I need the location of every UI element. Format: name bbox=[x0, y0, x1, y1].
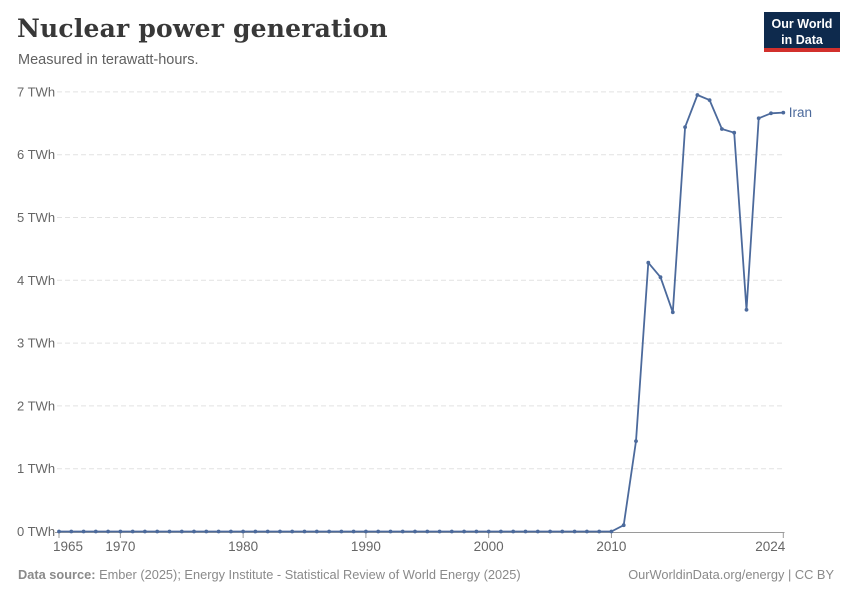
credit-link[interactable]: OurWorldinData.org/energy | CC BY bbox=[628, 567, 834, 582]
y-axis-labels: 0 TWh 1 TWh 2 TWh 3 TWh 4 TWh 5 TWh 6 TWh 7 TWh bbox=[17, 84, 55, 539]
data-point bbox=[81, 529, 86, 534]
data-point bbox=[720, 127, 724, 131]
data-point bbox=[265, 529, 270, 534]
data-point bbox=[155, 529, 160, 534]
data-point bbox=[634, 439, 638, 443]
y-tick-label: 1 TWh bbox=[17, 461, 55, 476]
data-point bbox=[425, 529, 430, 534]
data-point bbox=[437, 529, 442, 534]
data-point bbox=[511, 529, 516, 534]
data-point bbox=[449, 529, 454, 534]
x-tick-label: 1965 bbox=[53, 539, 83, 554]
data-point bbox=[499, 529, 503, 534]
x-tick-label: 2024 bbox=[755, 539, 786, 554]
data-point bbox=[548, 529, 552, 534]
y-tick-label: 0 TWh bbox=[17, 524, 55, 539]
data-source-value: Ember (2025); Energy Institute - Statist… bbox=[99, 567, 521, 582]
data-point bbox=[364, 529, 368, 534]
series-markers bbox=[57, 93, 786, 534]
y-tick-label: 2 TWh bbox=[17, 398, 55, 413]
gridlines bbox=[57, 91, 783, 470]
data-point bbox=[781, 110, 786, 115]
y-tick-label: 6 TWh bbox=[17, 147, 55, 162]
data-point bbox=[204, 529, 209, 534]
data-point bbox=[327, 529, 331, 534]
data-point bbox=[597, 529, 602, 534]
x-axis-labels: 1965 1970 1980 1990 2000 2010 2024 bbox=[53, 532, 786, 554]
data-point bbox=[253, 529, 258, 534]
data-point bbox=[413, 529, 417, 534]
data-point bbox=[57, 529, 61, 534]
data-point bbox=[278, 529, 282, 534]
data-point bbox=[302, 529, 307, 534]
data-point bbox=[658, 275, 663, 280]
chart-footer: Data source: Ember (2025); Energy Instit… bbox=[18, 567, 834, 582]
data-point bbox=[167, 529, 172, 534]
x-tick-label: 1980 bbox=[228, 539, 258, 554]
data-point bbox=[106, 529, 110, 534]
data-point bbox=[609, 529, 614, 534]
data-point bbox=[646, 260, 651, 265]
data-point bbox=[744, 307, 749, 312]
data-point bbox=[769, 111, 773, 116]
data-point bbox=[585, 529, 589, 534]
entity-label: Iran bbox=[789, 105, 812, 120]
data-point bbox=[535, 529, 540, 534]
data-point bbox=[241, 529, 246, 534]
y-tick-label: 3 TWh bbox=[17, 336, 55, 351]
x-tick-label: 1990 bbox=[351, 539, 381, 554]
data-point bbox=[229, 529, 233, 534]
data-point bbox=[462, 529, 466, 534]
data-point bbox=[695, 93, 700, 97]
data-point bbox=[143, 529, 147, 534]
owid-logo-line1: Our World bbox=[771, 17, 833, 31]
data-point bbox=[683, 125, 687, 129]
data-point bbox=[670, 310, 675, 315]
data-source-text: Data source: Ember (2025); Energy Instit… bbox=[18, 567, 521, 582]
y-tick-label: 4 TWh bbox=[17, 273, 55, 288]
data-point bbox=[732, 130, 737, 135]
data-point bbox=[179, 529, 184, 534]
x-tick-label: 2010 bbox=[596, 539, 626, 554]
data-point bbox=[376, 529, 381, 534]
owid-logo-line2: in Data bbox=[781, 32, 823, 47]
data-point bbox=[351, 529, 356, 534]
y-tick-label: 7 TWh bbox=[17, 84, 55, 99]
data-point bbox=[621, 523, 626, 528]
data-point bbox=[130, 529, 135, 534]
data-point bbox=[118, 529, 123, 534]
page-title: Nuclear power generation bbox=[17, 14, 388, 43]
data-point bbox=[216, 529, 221, 534]
chart-subtitle: Measured in terawatt-hours. bbox=[18, 52, 199, 68]
data-point bbox=[572, 529, 577, 534]
data-point bbox=[486, 529, 491, 534]
x-tick-label: 2000 bbox=[474, 539, 504, 554]
data-point bbox=[400, 529, 405, 534]
owid-logo[interactable]: Our World in Data bbox=[764, 12, 840, 52]
data-point bbox=[474, 529, 479, 534]
data-point bbox=[388, 529, 393, 534]
data-point bbox=[339, 529, 344, 534]
data-point bbox=[756, 116, 761, 121]
data-point bbox=[93, 529, 98, 534]
data-point bbox=[560, 529, 565, 534]
data-point bbox=[290, 529, 295, 534]
data-point bbox=[707, 98, 712, 102]
data-point bbox=[69, 529, 74, 534]
y-tick-label: 5 TWh bbox=[17, 210, 55, 225]
data-point bbox=[314, 529, 319, 534]
data-point bbox=[192, 529, 196, 534]
x-tick-label: 1970 bbox=[105, 539, 135, 554]
series-line bbox=[58, 94, 785, 533]
data-source-label: Data source: bbox=[18, 567, 100, 582]
data-point bbox=[523, 529, 528, 534]
